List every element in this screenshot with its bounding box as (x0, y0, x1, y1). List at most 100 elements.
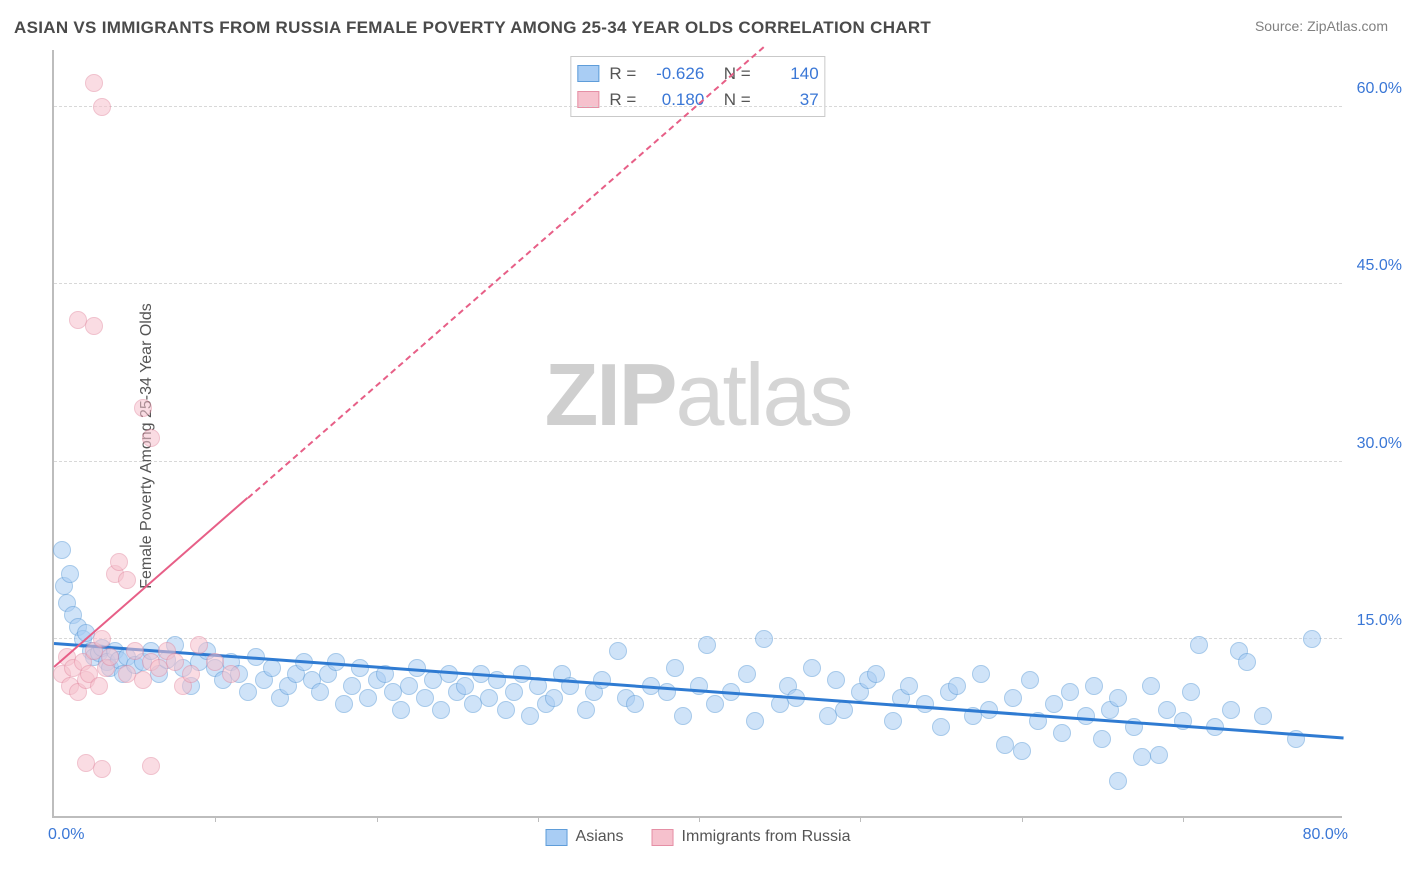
data-point-asians (1045, 695, 1063, 713)
r-value: 0.180 (646, 87, 704, 113)
data-point-asians (311, 683, 329, 701)
data-point-asians (359, 689, 377, 707)
data-point-asians (53, 541, 71, 559)
data-point-asians (698, 636, 716, 654)
data-point-asians (884, 712, 902, 730)
data-point-russia (182, 665, 200, 683)
data-point-asians (577, 701, 595, 719)
correlation-stats-box: R =-0.626 N =140R =0.180 N =37 (570, 56, 825, 117)
data-point-asians (609, 642, 627, 660)
data-point-asians (61, 565, 79, 583)
data-point-russia (101, 648, 119, 666)
legend-item-russia: Immigrants from Russia (652, 828, 851, 846)
data-point-russia (142, 429, 160, 447)
data-point-asians (746, 712, 764, 730)
data-point-asians (827, 671, 845, 689)
x-tick-min: 0.0% (48, 826, 84, 844)
data-point-russia (93, 630, 111, 648)
x-minor-tick (377, 816, 378, 822)
data-point-asians (263, 659, 281, 677)
data-point-russia (93, 760, 111, 778)
gridline (54, 638, 1342, 639)
data-point-asians (416, 689, 434, 707)
data-point-russia (222, 665, 240, 683)
data-point-asians (972, 665, 990, 683)
data-point-asians (1021, 671, 1039, 689)
data-point-asians (545, 689, 563, 707)
data-point-russia (190, 636, 208, 654)
data-point-asians (456, 677, 474, 695)
regression-line-russia (247, 46, 764, 499)
x-tick-max: 80.0% (1303, 826, 1348, 844)
data-point-asians (1190, 636, 1208, 654)
data-point-asians (1077, 707, 1095, 725)
data-point-russia (110, 553, 128, 571)
data-point-russia (118, 571, 136, 589)
data-point-asians (1013, 742, 1031, 760)
r-label: R = (609, 87, 636, 113)
data-point-russia (206, 653, 224, 671)
data-point-russia (142, 757, 160, 775)
data-point-russia (126, 642, 144, 660)
data-point-asians (1109, 772, 1127, 790)
legend-label: Immigrants from Russia (682, 828, 851, 846)
data-point-asians (706, 695, 724, 713)
swatch-asians (577, 65, 599, 82)
data-point-asians (480, 689, 498, 707)
source-attribution: Source: ZipAtlas.com (1255, 18, 1388, 34)
data-point-asians (1254, 707, 1272, 725)
data-point-asians (1109, 689, 1127, 707)
watermark: ZIPatlas (545, 344, 852, 446)
data-point-asians (593, 671, 611, 689)
data-point-asians (1222, 701, 1240, 719)
scatter-plot-area: ZIPatlas R =-0.626 N =140R =0.180 N =37 … (52, 50, 1342, 818)
gridline (54, 106, 1342, 107)
data-point-russia (90, 677, 108, 695)
data-point-asians (948, 677, 966, 695)
legend-item-asians: Asians (546, 828, 624, 846)
data-point-asians (738, 665, 756, 683)
gridline (54, 461, 1342, 462)
data-point-asians (916, 695, 934, 713)
data-point-asians (335, 695, 353, 713)
data-point-asians (666, 659, 684, 677)
y-tick-label: 30.0% (1348, 435, 1402, 453)
data-point-russia (85, 317, 103, 335)
legend-swatch-asians (546, 829, 568, 846)
data-point-asians (400, 677, 418, 695)
legend-swatch-russia (652, 829, 674, 846)
legend: Asians Immigrants from Russia (546, 828, 851, 846)
y-tick-label: 60.0% (1348, 80, 1402, 98)
data-point-asians (900, 677, 918, 695)
data-point-asians (432, 701, 450, 719)
x-minor-tick (1022, 816, 1023, 822)
data-point-asians (1061, 683, 1079, 701)
source-link[interactable]: ZipAtlas.com (1307, 18, 1388, 34)
source-label: Source: (1255, 18, 1307, 34)
y-tick-label: 15.0% (1348, 612, 1402, 630)
data-point-asians (1142, 677, 1160, 695)
chart-title: ASIAN VS IMMIGRANTS FROM RUSSIA FEMALE P… (14, 18, 931, 38)
data-point-asians (932, 718, 950, 736)
x-minor-tick (538, 816, 539, 822)
data-point-asians (351, 659, 369, 677)
data-point-asians (505, 683, 523, 701)
data-point-asians (1303, 630, 1321, 648)
data-point-asians (626, 695, 644, 713)
data-point-asians (497, 701, 515, 719)
x-minor-tick (860, 816, 861, 822)
r-label: R = (609, 61, 636, 87)
data-point-asians (521, 707, 539, 725)
data-point-asians (1238, 653, 1256, 671)
data-point-russia (85, 74, 103, 92)
n-value: 37 (761, 87, 819, 113)
n-value: 140 (761, 61, 819, 87)
data-point-asians (867, 665, 885, 683)
data-point-asians (1158, 701, 1176, 719)
x-minor-tick (215, 816, 216, 822)
data-point-asians (755, 630, 773, 648)
data-point-asians (803, 659, 821, 677)
data-point-asians (1004, 689, 1022, 707)
data-point-asians (1085, 677, 1103, 695)
data-point-russia (134, 399, 152, 417)
